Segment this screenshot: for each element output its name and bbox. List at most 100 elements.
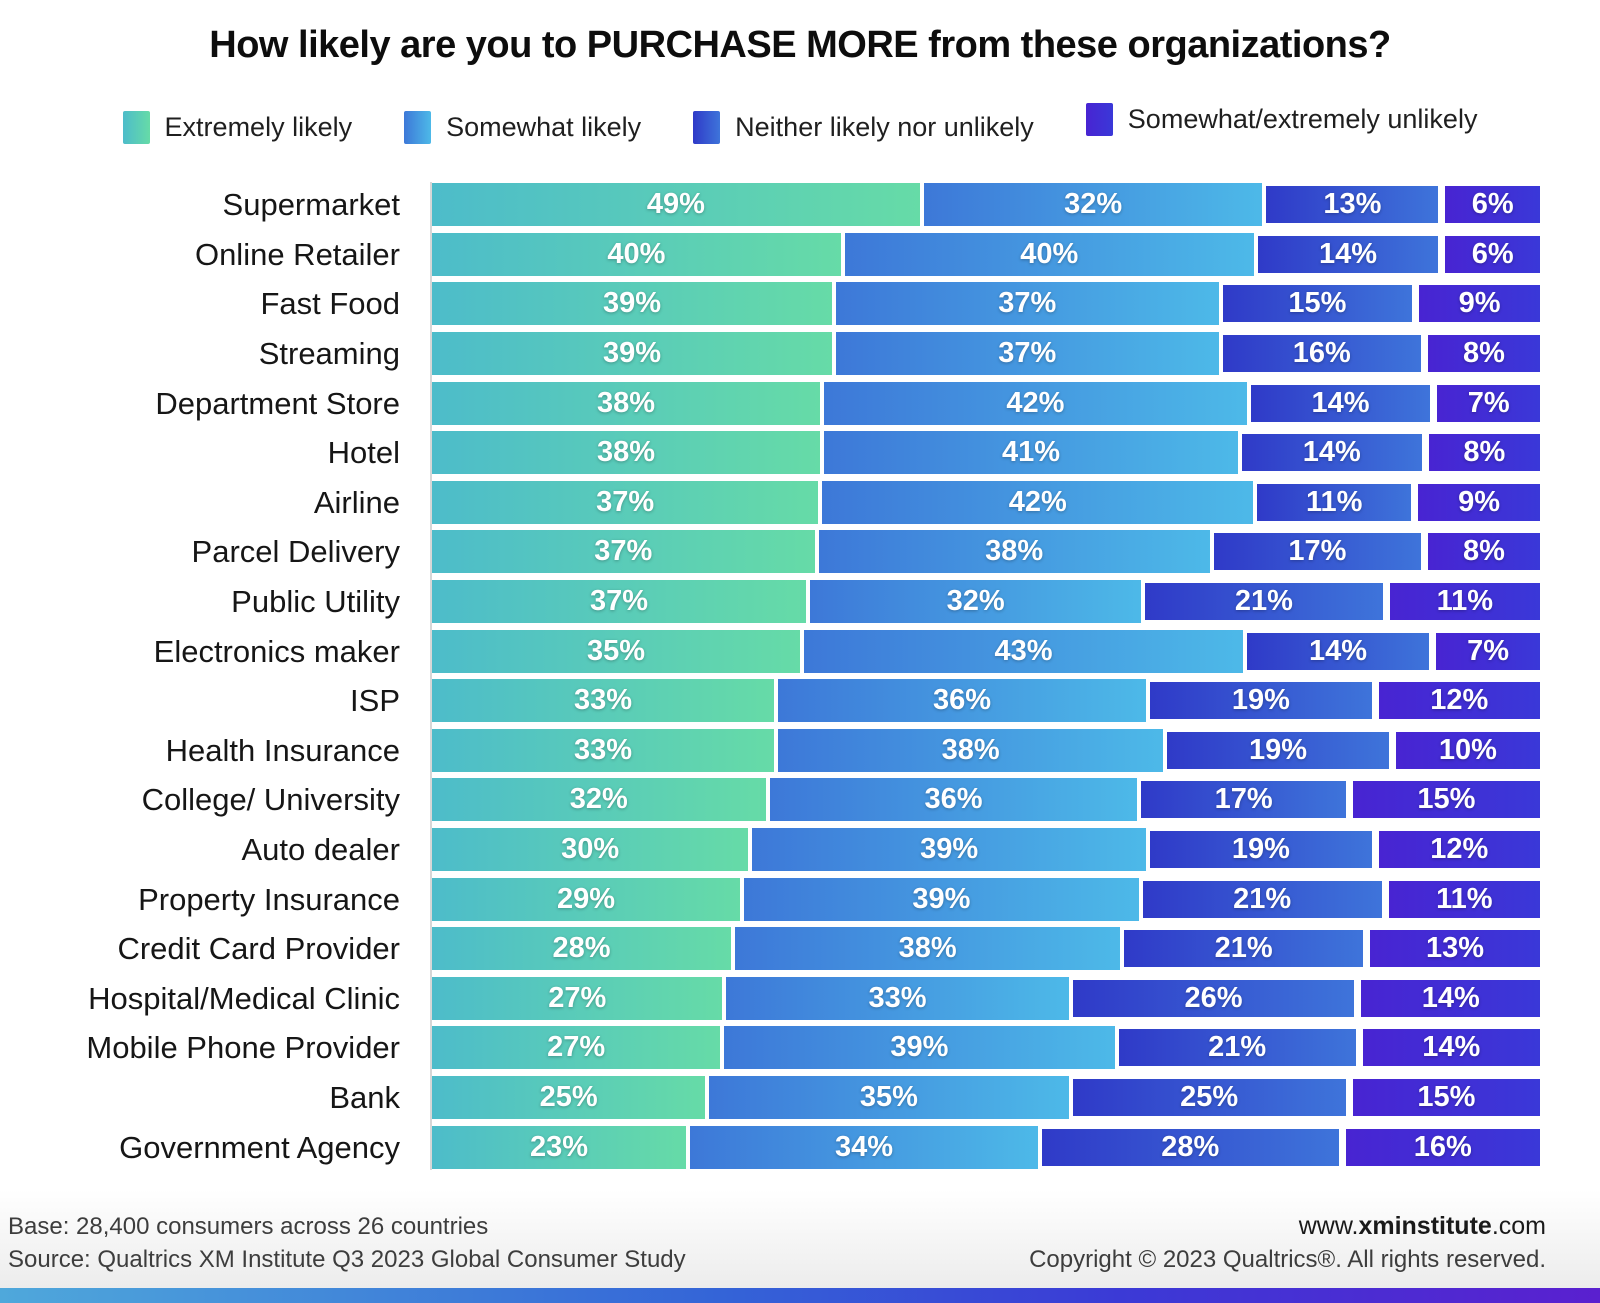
- bar-segment: 29%: [432, 877, 741, 921]
- bar-segment: 38%: [814, 530, 1210, 574]
- bar-segment: 33%: [432, 728, 775, 772]
- bar-row: Supermarket 49% 32% 13% 6%: [0, 180, 1600, 230]
- bar-segment: 6%: [1441, 232, 1543, 276]
- stacked-bar: 37% 32% 21% 11%: [432, 580, 1543, 624]
- bar-segment: 33%: [432, 679, 775, 723]
- bar-segment: 37%: [832, 282, 1219, 326]
- bar-segment: 15%: [1348, 778, 1543, 822]
- bar-segment: 39%: [432, 282, 833, 326]
- legend-swatch-somewhat-likely-icon: [404, 111, 432, 144]
- bar-segment: 19%: [1163, 728, 1392, 772]
- category-label: Government Agency: [119, 1129, 400, 1165]
- bar-segment: 30%: [432, 828, 749, 872]
- bar-segment: 14%: [1246, 381, 1434, 425]
- category-label: Public Utility: [231, 584, 400, 620]
- stacked-bar: 39% 37% 15% 9%: [432, 282, 1543, 326]
- bar-segment: 28%: [1037, 1125, 1342, 1169]
- stacked-bar: 49% 32% 13% 6%: [432, 183, 1543, 227]
- legend: Extremely likely Somewhat likely Neither…: [0, 103, 1600, 144]
- chart-title: How likely are you to PURCHASE MORE from…: [209, 24, 1391, 66]
- bar-segment: 9%: [1415, 282, 1543, 326]
- bar-row: Electronics maker 35% 43% 14% 7%: [0, 626, 1600, 676]
- bar-segment: 12%: [1374, 828, 1543, 872]
- legend-label: Extremely likely: [164, 112, 353, 142]
- bar-segment: 14%: [1243, 629, 1433, 673]
- bar-segment: 32%: [805, 580, 1142, 624]
- bar-segment: 36%: [774, 679, 1147, 723]
- bar-segment: 19%: [1146, 679, 1375, 723]
- stacked-bar: 33% 36% 19% 12%: [432, 679, 1543, 723]
- category-label: Supermarket: [222, 187, 400, 223]
- footer-source-block: Base: 28,400 consumers across 26 countri…: [8, 1210, 686, 1276]
- stacked-bar: 29% 39% 21% 11%: [432, 877, 1543, 921]
- bar-segment: 39%: [432, 332, 833, 376]
- bar-segment: 17%: [1137, 778, 1349, 822]
- legend-item-extremely-likely: Extremely likely: [122, 111, 353, 144]
- bar-segment: 38%: [731, 927, 1121, 971]
- footer-brand-block: www.xminstitute.com Copyright © 2023 Qua…: [1029, 1210, 1546, 1276]
- bar-segment: 32%: [919, 183, 1263, 227]
- bar-segment: 14%: [1358, 1026, 1544, 1070]
- bar-row: Public Utility 37% 32% 21% 11%: [0, 577, 1600, 627]
- bar-row: Airline 37% 42% 11% 9%: [0, 478, 1600, 528]
- stacked-bar: 38% 42% 14% 7%: [432, 381, 1544, 425]
- category-label: College/ University: [141, 782, 400, 818]
- category-label: Hotel: [327, 435, 400, 471]
- bar-row: ISP 33% 36% 19% 12%: [0, 676, 1600, 726]
- bar-segment: 28%: [432, 927, 732, 971]
- bar-segment: 32%: [432, 778, 766, 822]
- bar-segment: 11%: [1384, 877, 1543, 921]
- bar-segment: 14%: [1357, 976, 1543, 1020]
- y-axis-line: [430, 182, 432, 1170]
- legend-item-somewhat-likely: Somewhat likely: [404, 111, 641, 144]
- legend-swatch-neither-icon: [693, 111, 721, 144]
- chart: Supermarket 49% 32% 13% 6% Online Retailer 40%…: [0, 180, 1600, 1172]
- legend-label: Somewhat likely: [446, 112, 642, 142]
- bar-segment: 43%: [800, 629, 1244, 673]
- bar-row: Fast Food 39% 37% 15% 9%: [0, 279, 1600, 329]
- bar-row: Hotel 38% 41% 14% 8%: [0, 428, 1600, 478]
- bar-row: Department Store 38% 42% 14% 7%: [0, 378, 1600, 428]
- bar-segment: 11%: [1253, 480, 1415, 524]
- stacked-bar: 35% 43% 14% 7%: [432, 629, 1543, 673]
- bar-segment: 21%: [1138, 877, 1385, 921]
- bar-segment: 13%: [1366, 927, 1543, 971]
- category-label: Health Insurance: [165, 732, 400, 768]
- bar-segment: 40%: [840, 232, 1254, 276]
- bar-row: Government Agency 23% 34% 28% 16%: [0, 1122, 1600, 1172]
- bar-segment: 15%: [1218, 282, 1416, 326]
- bar-segment: 15%: [1348, 1075, 1543, 1119]
- bar-segment: 7%: [1432, 629, 1543, 673]
- bar-segment: 38%: [774, 728, 1164, 772]
- bar-row: Credit Card Provider 28% 38% 21% 13%: [0, 924, 1600, 974]
- category-label: Online Retailer: [194, 236, 400, 272]
- bar-row: Auto dealer 30% 39% 19% 12%: [0, 825, 1600, 875]
- bar-segment: 21%: [1120, 927, 1367, 971]
- stacked-bar: 25% 35% 25% 15%: [432, 1075, 1543, 1119]
- category-label: Bank: [329, 1079, 400, 1115]
- bar-segment: 8%: [1424, 431, 1543, 475]
- category-label: Hospital/Medical Clinic: [88, 980, 400, 1016]
- bar-row: Health Insurance 33% 38% 19% 10%: [0, 726, 1600, 776]
- bar-segment: 19%: [1146, 828, 1375, 872]
- bar-segment: 12%: [1374, 679, 1543, 723]
- legend-swatch-extremely-likely-icon: [122, 111, 150, 144]
- category-label: Auto dealer: [241, 832, 400, 868]
- bar-segment: 26%: [1068, 976, 1358, 1020]
- stacked-bar: 23% 34% 28% 16%: [432, 1125, 1543, 1169]
- website-url: www.xminstitute.com: [1029, 1210, 1546, 1243]
- bar-segment: 6%: [1441, 183, 1543, 227]
- bar-segment: 14%: [1253, 232, 1442, 276]
- bar-segment: 38%: [432, 381, 820, 425]
- bar-segment: 21%: [1114, 1026, 1359, 1070]
- bar-segment: 21%: [1141, 580, 1386, 624]
- bar-segment: 17%: [1209, 530, 1424, 574]
- legend-swatch-unlikely-icon: [1085, 103, 1113, 136]
- category-label: Property Insurance: [138, 881, 400, 917]
- bar-segment: 35%: [705, 1075, 1069, 1119]
- category-label: Fast Food: [260, 286, 400, 322]
- stacked-bar: 32% 36% 17% 15%: [432, 778, 1543, 822]
- footer: Base: 28,400 consumers across 26 countri…: [0, 1190, 1600, 1288]
- bar-segment: 39%: [740, 877, 1139, 921]
- bar-segment: 39%: [720, 1026, 1115, 1070]
